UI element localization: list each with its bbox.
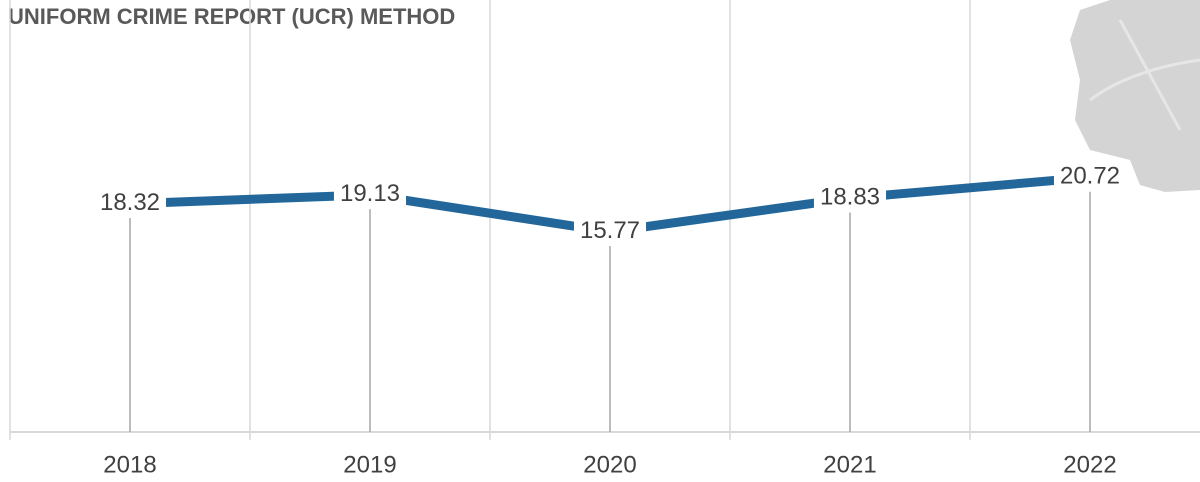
x-tick-label: 2022 <box>1063 451 1116 478</box>
data-label-box <box>333 178 407 210</box>
x-tick-label: 2020 <box>583 451 636 478</box>
chart-title: UNIFORM CRIME REPORT (UCR) METHOD <box>8 4 455 29</box>
data-label: 18.32 <box>100 189 160 216</box>
data-label-box <box>1053 160 1127 192</box>
data-label: 15.77 <box>580 217 640 244</box>
x-tick-label: 2018 <box>103 451 156 478</box>
data-label: 18.83 <box>820 183 880 210</box>
data-label-box <box>813 181 887 213</box>
map-road <box>1089 19 1200 131</box>
data-label: 20.72 <box>1060 163 1120 190</box>
data-label-box <box>573 215 647 247</box>
data-label-box <box>93 187 167 219</box>
data-label: 19.13 <box>340 180 400 207</box>
map-background <box>1070 0 1200 192</box>
map-shape <box>1070 0 1200 192</box>
x-tick-label: 2019 <box>343 451 396 478</box>
x-tick-label: 2021 <box>823 451 876 478</box>
